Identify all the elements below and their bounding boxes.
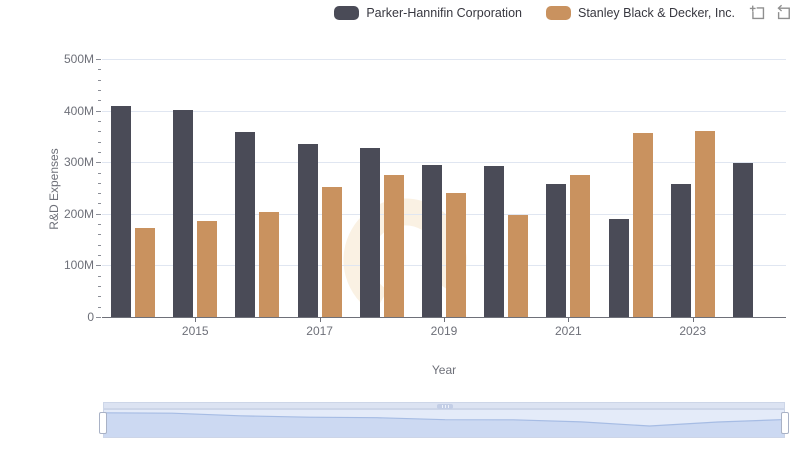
x-tick (568, 317, 570, 322)
x-tick (319, 317, 321, 322)
y-minor-tick (98, 69, 101, 71)
y-major-tick (96, 162, 101, 164)
legend-swatch (545, 5, 571, 20)
bar-stanley-2022[interactable] (632, 132, 653, 317)
y-minor-tick (98, 89, 101, 91)
datazoom-move-grip[interactable] (437, 404, 453, 409)
legend-toolbox-row: Parker-Hannifin Corporation Stanley Black… (334, 4, 792, 21)
datazoom-data-shadow (104, 412, 784, 437)
x-tick-label: 2015 (181, 324, 209, 338)
gridline (102, 59, 786, 60)
x-tick-label: 2019 (430, 324, 458, 338)
legend-label: Stanley Black & Decker, Inc. (577, 5, 735, 20)
bar-parker-2015[interactable] (173, 109, 194, 317)
y-major-tick (96, 110, 101, 112)
y-tick-label: 300M (63, 155, 94, 170)
bar-stanley-2017[interactable] (321, 187, 342, 317)
datazoom-left-handle[interactable] (99, 412, 107, 434)
y-minor-tick (98, 234, 101, 236)
bar-parker-2017[interactable] (297, 143, 318, 317)
restore-icon[interactable] (775, 4, 792, 21)
y-minor-tick (98, 275, 101, 277)
y-minor-tick (98, 182, 101, 184)
bar-parker-2016[interactable] (235, 131, 256, 317)
bar-stanley-2020[interactable] (508, 214, 529, 317)
gridline (102, 265, 786, 267)
x-tick-label: 2017 (306, 324, 333, 338)
y-minor-tick (98, 203, 101, 205)
legend-label: Parker-Hannifin Corporation (366, 5, 522, 20)
data-zoom-select-icon[interactable] (749, 4, 766, 21)
x-tick (444, 317, 445, 322)
bar-parker-2022[interactable] (608, 218, 629, 317)
bar-parker-2020[interactable] (484, 165, 505, 317)
bar-stanley-2019[interactable] (446, 193, 466, 317)
y-tick-label: 500M (63, 52, 94, 66)
y-minor-tick (98, 172, 101, 174)
y-minor-tick (98, 296, 101, 298)
bar-stanley-2016[interactable] (259, 212, 280, 317)
bar-stanley-2015[interactable] (197, 220, 218, 317)
y-major-tick (96, 213, 101, 215)
y-axis-title: R&D Expenses (47, 148, 61, 230)
datazoom-right-handle[interactable] (781, 412, 789, 434)
y-minor-tick (98, 100, 101, 102)
y-major-tick (96, 265, 101, 267)
bar-stanley-2014[interactable] (135, 227, 156, 317)
gridline (102, 110, 786, 112)
y-minor-tick (98, 120, 101, 122)
bar-parker-2019[interactable] (422, 164, 442, 317)
y-minor-tick (98, 244, 101, 246)
y-minor-tick (98, 141, 101, 143)
y-tick-label: 0 (87, 310, 94, 324)
x-tick-label: 2021 (555, 324, 582, 338)
legend-item-0[interactable]: Parker-Hannifin Corporation (334, 5, 522, 20)
bar-parker-2021[interactable] (546, 183, 567, 317)
datazoom-move-strip[interactable] (103, 402, 785, 409)
x-tick-label: 2023 (679, 324, 707, 338)
y-minor-tick (98, 224, 101, 226)
y-major-tick (96, 317, 101, 318)
bar-stanley-2021[interactable] (570, 174, 591, 317)
legend-item-1[interactable]: Stanley Black & Decker, Inc. (545, 5, 735, 20)
legend: Parker-Hannifin Corporation Stanley Black… (334, 5, 735, 20)
y-minor-tick (98, 286, 101, 288)
y-minor-tick (98, 151, 101, 153)
bar-parker-2018[interactable] (359, 148, 380, 317)
bar-parker-2024[interactable] (732, 163, 753, 317)
datazoom-slider-track[interactable] (103, 409, 785, 438)
bar-stanley-2018[interactable] (383, 174, 404, 317)
x-tick (692, 317, 694, 322)
x-tick (195, 317, 197, 322)
bar-stanley-2023[interactable] (694, 130, 715, 317)
bar-parker-2014[interactable] (111, 105, 132, 317)
y-tick-label: 400M (63, 103, 94, 118)
y-tick-label: 200M (63, 206, 94, 221)
bar-parker-2023[interactable] (670, 184, 691, 317)
y-minor-tick (98, 255, 101, 257)
y-major-tick (96, 59, 101, 60)
y-minor-tick (98, 193, 101, 195)
gridline (102, 213, 786, 215)
legend-swatch (334, 5, 360, 20)
gridline (102, 162, 786, 164)
y-minor-tick (98, 306, 101, 308)
x-axis-title: Year (431, 363, 457, 377)
toolbox (749, 4, 792, 21)
y-tick-label: 100M (63, 258, 94, 273)
y-minor-tick (98, 79, 101, 81)
y-minor-tick (98, 131, 101, 133)
